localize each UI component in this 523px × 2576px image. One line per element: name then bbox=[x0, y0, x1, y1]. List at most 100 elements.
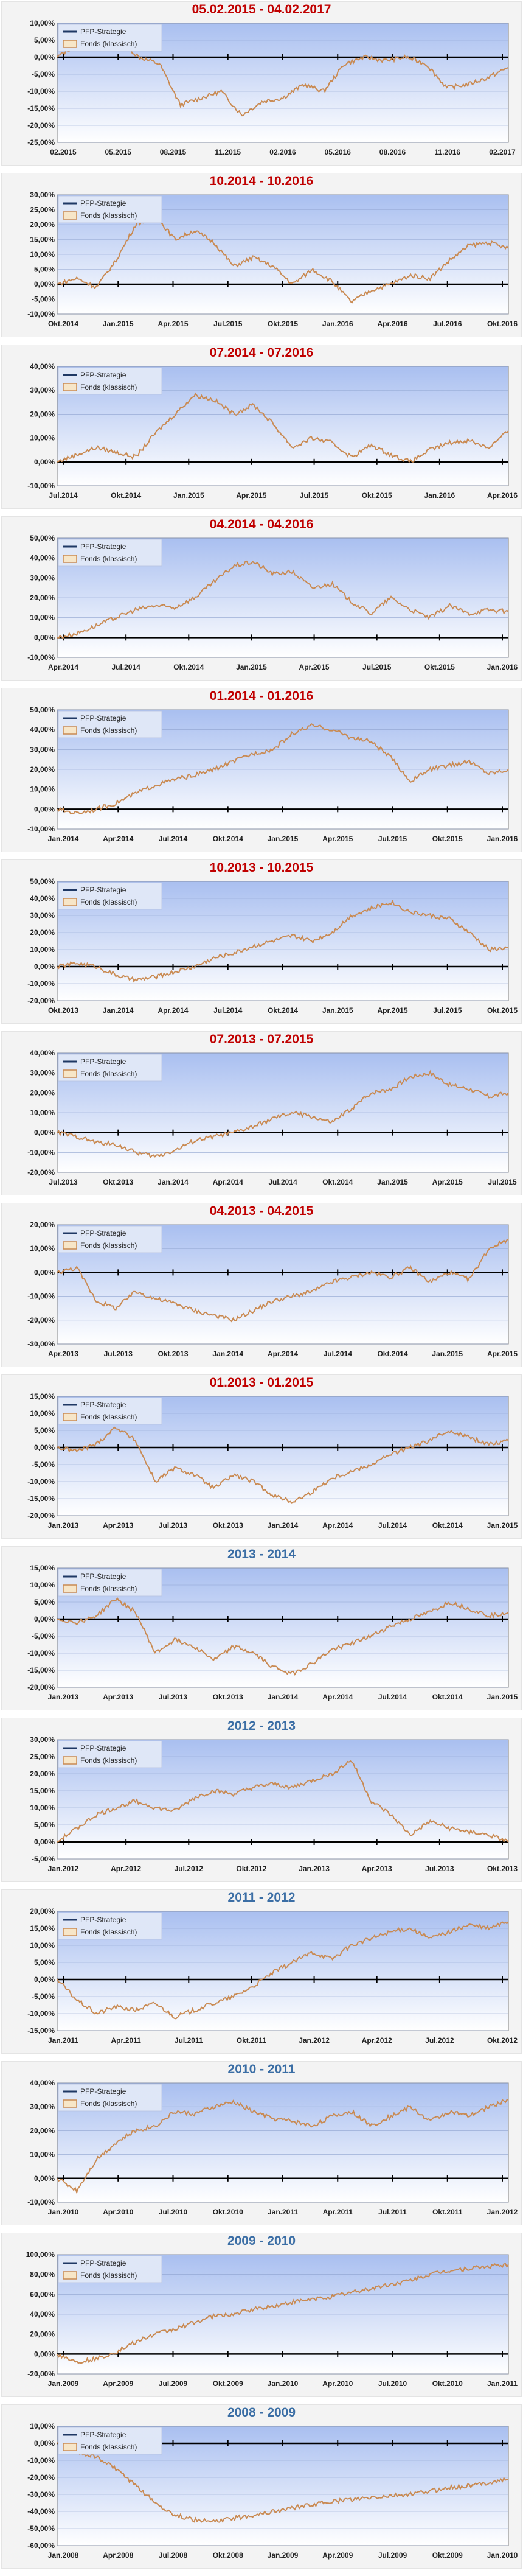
legend: PFP-Strategie Fonds (klassisch) bbox=[58, 2255, 162, 2283]
chart-panel: 01.2013 - 01.2015 15,00% 10,00% 5,00% 0,00% -… bbox=[0, 1374, 523, 1539]
legend-swatch-fonds bbox=[63, 211, 77, 220]
x-tick-label: Okt.2013 bbox=[487, 1864, 518, 1873]
y-tick-label: -30,00% bbox=[27, 1340, 55, 1348]
x-tick-label: Apr.2013 bbox=[103, 1521, 133, 1530]
y-tick-label: 80,00% bbox=[30, 2270, 55, 2279]
y-tick-label: 10,00% bbox=[30, 614, 55, 622]
y-tick-label: -30,00% bbox=[27, 2490, 55, 2499]
x-tick-label: Apr.2013 bbox=[103, 1693, 133, 1701]
y-tick-label: 20,00% bbox=[30, 220, 55, 229]
line-chart: 100,00% 80,00% 60,00% 40,00% 20,00% 0,00% -20,… bbox=[26, 2250, 518, 2388]
legend: PFP-Strategie Fonds (klassisch) bbox=[58, 1225, 162, 1253]
x-tick-label: Jul.2009 bbox=[159, 2379, 188, 2388]
chart-title: 07.2014 - 07.2016 bbox=[209, 346, 314, 360]
x-tick-label: Apr.2009 bbox=[103, 2379, 133, 2388]
legend: PFP-Strategie Fonds (klassisch) bbox=[58, 882, 162, 910]
x-tick-label: Apr.2010 bbox=[322, 2379, 353, 2388]
y-tick-label: 40,00% bbox=[30, 554, 55, 562]
legend-label: PFP-Strategie bbox=[80, 371, 126, 379]
legend-swatch-fonds bbox=[63, 2271, 77, 2280]
legend-label: PFP-Strategie bbox=[80, 199, 126, 208]
chart-panel: 2012 - 2013 30,00% 25,00% 20,00% 15,00% 10,00… bbox=[0, 1718, 523, 1882]
y-tick-label: 5,00% bbox=[34, 36, 55, 44]
y-tick-label: -10,00% bbox=[27, 825, 55, 833]
legend-label: Fonds (klassisch) bbox=[80, 1413, 137, 1421]
x-tick-label: Jan.2015 bbox=[432, 1349, 463, 1358]
y-tick-label: 30,00% bbox=[30, 1069, 55, 1077]
y-tick-label: 20,00% bbox=[30, 1907, 55, 1916]
chart-panel: 07.2013 - 07.2015 40,00% 30,00% 20,00% 10,00… bbox=[0, 1031, 523, 1195]
x-tick-label: Jan.2011 bbox=[268, 2208, 298, 2216]
x-tick-label: Apr.2011 bbox=[111, 2036, 141, 2045]
y-tick-label: -20,00% bbox=[27, 2473, 55, 2482]
x-tick-label: Okt.2013 bbox=[158, 1349, 188, 1358]
x-tick-label: 02.2016 bbox=[269, 148, 296, 156]
x-tick-label: 08.2016 bbox=[379, 148, 406, 156]
x-tick-label: Jul.2014 bbox=[378, 1693, 407, 1701]
x-tick-label: Okt.2016 bbox=[487, 320, 518, 328]
y-tick-label: -10,00% bbox=[27, 979, 55, 988]
x-tick-label: Apr.2014 bbox=[103, 835, 133, 843]
legend: PFP-Strategie Fonds (klassisch) bbox=[58, 195, 162, 223]
y-tick-label: -10,00% bbox=[27, 1148, 55, 1157]
y-tick-label: 20,00% bbox=[30, 928, 55, 937]
series-line-fonds bbox=[57, 2441, 509, 2523]
x-tick-label: Okt.2014 bbox=[432, 1521, 463, 1530]
y-tick-label: -5,00% bbox=[32, 70, 55, 79]
x-tick-label: Jan.2014 bbox=[268, 1693, 299, 1701]
legend-label: PFP-Strategie bbox=[80, 2259, 126, 2267]
x-tick-label: Jul.2014 bbox=[111, 663, 140, 671]
y-tick-label: 10,00% bbox=[30, 434, 55, 443]
chart-panel: 10.2013 - 10.2015 50,00% 40,00% 30,00% 20,00… bbox=[0, 859, 523, 1024]
x-tick-label: Apr.2015 bbox=[236, 491, 266, 500]
x-tick-label: Jan.2015 bbox=[487, 1521, 518, 1530]
x-tick-label: Jan.2014 bbox=[103, 1006, 134, 1015]
y-tick-label: -20,00% bbox=[27, 121, 55, 130]
series-line-fonds bbox=[57, 1069, 509, 1158]
chart-title: 10.2014 - 10.2016 bbox=[209, 174, 314, 188]
y-tick-label: -5,00% bbox=[32, 1855, 55, 1863]
x-tick-label: Apr.2015 bbox=[322, 835, 353, 843]
line-chart: 10,00% 5,00% 0,00% -5,00% -10,00% -15,00% -20,… bbox=[27, 19, 516, 156]
y-tick-label: 30,00% bbox=[30, 191, 55, 199]
x-tick-label: Jul.2015 bbox=[213, 320, 243, 328]
y-tick-label: 40,00% bbox=[30, 726, 55, 734]
legend-label: Fonds (klassisch) bbox=[80, 1756, 137, 1765]
legend: PFP-Strategie Fonds (klassisch) bbox=[58, 710, 162, 738]
x-tick-label: Okt.2013 bbox=[103, 1178, 133, 1186]
y-tick-label: -5,00% bbox=[32, 1632, 55, 1640]
x-tick-label: Jul.2014 bbox=[378, 1521, 407, 1530]
x-tick-label: Apr.2016 bbox=[377, 320, 407, 328]
legend: PFP-Strategie Fonds (klassisch) bbox=[58, 1397, 162, 1425]
x-tick-label: Jan.2014 bbox=[268, 1521, 299, 1530]
y-tick-label: 0,00% bbox=[34, 2439, 55, 2448]
chart-title: 04.2013 - 04.2015 bbox=[209, 1204, 314, 1218]
x-tick-label: Okt.2014 bbox=[111, 491, 141, 500]
y-tick-label: -10,00% bbox=[27, 1649, 55, 1657]
legend-swatch-fonds bbox=[63, 1241, 77, 1250]
line-chart: 40,00% 30,00% 20,00% 10,00% 0,00% -10,00% -20,… bbox=[27, 1049, 517, 1186]
legend-swatch-fonds bbox=[63, 726, 77, 735]
line-chart: 50,00% 40,00% 30,00% 20,00% 10,00% 0,00% -10,0… bbox=[27, 705, 518, 843]
y-tick-label: 10,00% bbox=[30, 1804, 55, 1812]
legend-label: PFP-Strategie bbox=[80, 2087, 126, 2096]
legend-label: PFP-Strategie bbox=[80, 1401, 126, 1409]
x-tick-label: Okt.2013 bbox=[213, 1693, 243, 1701]
x-tick-label: Jan.2016 bbox=[322, 320, 353, 328]
x-tick-label: Jan.2011 bbox=[48, 2036, 78, 2045]
y-tick-label: 0,00% bbox=[34, 633, 55, 642]
legend-label: PFP-Strategie bbox=[80, 886, 126, 894]
x-tick-label: Okt.2014 bbox=[268, 1006, 298, 1015]
x-tick-label: Apr.2010 bbox=[103, 2208, 133, 2216]
x-tick-label: Apr.2014 bbox=[213, 1178, 243, 1186]
x-tick-label: Jan.2012 bbox=[299, 2036, 330, 2045]
x-tick-label: Apr.2012 bbox=[362, 2036, 392, 2045]
x-tick-label: 11.2016 bbox=[434, 148, 460, 156]
chart-panel: 10.2014 - 10.2016 30,00% 25,00% 20,00% 15,00… bbox=[0, 173, 523, 337]
y-tick-label: -10,00% bbox=[27, 2009, 55, 2018]
x-tick-label: Jan.2015 bbox=[103, 320, 134, 328]
y-tick-label: -10,00% bbox=[27, 481, 55, 490]
y-tick-label: 5,00% bbox=[34, 1598, 55, 1606]
legend-swatch-fonds bbox=[63, 1413, 77, 1421]
x-tick-label: Jan.2015 bbox=[322, 1006, 353, 1015]
